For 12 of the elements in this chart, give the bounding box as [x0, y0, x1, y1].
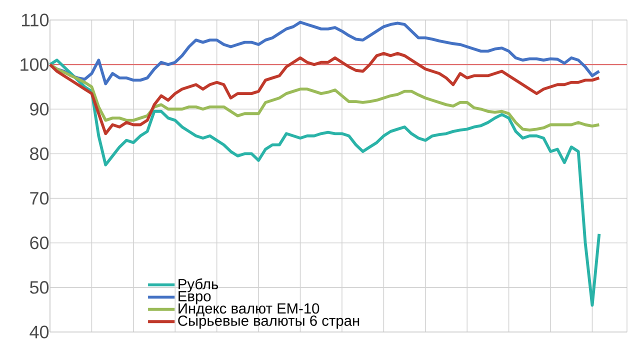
y-tick-label: 40	[30, 326, 49, 338]
legend-label: Рубль	[178, 278, 218, 292]
y-tick-label: 70	[30, 192, 49, 205]
legend-label: Индекс валют EM-10	[178, 303, 320, 316]
y-tick-label: 100	[20, 58, 49, 71]
y-tick-label: 80	[30, 147, 49, 160]
legend-label: Евро	[178, 291, 211, 304]
y-tick-label: 60	[30, 236, 49, 250]
y-tick-label: 110	[22, 14, 49, 26]
legend-label: Сырьевые валюты 6 стран	[178, 316, 360, 329]
y-tick-label: 50	[30, 281, 49, 294]
y-tick-label: 90	[30, 102, 49, 116]
